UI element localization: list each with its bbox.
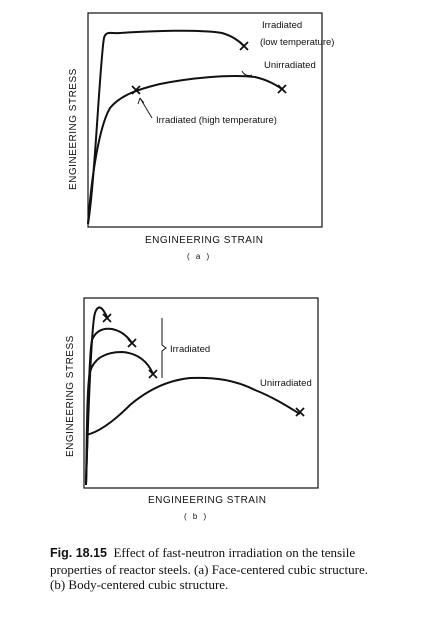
caption-text: Effect of fast-neutron irradiation on th… bbox=[50, 545, 368, 592]
xlabel-a: ENGINEERING STRAIN bbox=[145, 235, 263, 246]
curve-a-irradiated-low bbox=[87, 29, 245, 225]
fracture-marks-b bbox=[102, 313, 305, 417]
leader-a-arrowhead bbox=[137, 97, 145, 105]
fracture-mark-a-unirr bbox=[277, 84, 287, 94]
caption-number: Fig. 18.15 bbox=[50, 546, 107, 560]
sublabel-a: ( a ) bbox=[187, 252, 211, 261]
figure-caption: Fig. 18.15 Effect of fast-neutron irradi… bbox=[50, 545, 380, 593]
leader-a-unirradiated bbox=[241, 70, 253, 76]
fracture-mark-b-2 bbox=[127, 338, 137, 348]
curve-b-unirradiated bbox=[85, 376, 301, 436]
plot-frame-b bbox=[83, 297, 319, 489]
ylabel-a: ENGINEERING STRESS bbox=[68, 68, 79, 190]
figure-b: Irradiated Unirradiated ENGINEERING STRE… bbox=[65, 297, 319, 521]
curve-a-unirradiated bbox=[87, 75, 283, 225]
fracture-mark-b-3 bbox=[148, 369, 158, 379]
fracture-mark-b-unirr bbox=[295, 407, 305, 417]
fracture-marks-a bbox=[131, 41, 287, 95]
label-a-irradiated-low-2: (low temperature) bbox=[260, 37, 334, 48]
plot-frame-a bbox=[87, 12, 323, 228]
label-a-irradiated-low-1: Irradiated bbox=[262, 20, 302, 31]
xlabel-b: ENGINEERING STRAIN bbox=[148, 495, 266, 506]
ylabel-b: ENGINEERING STRESS bbox=[65, 335, 76, 457]
label-a-irradiated-high: Irradiated (high temperature) bbox=[156, 115, 277, 126]
figure-a: Irradiated (low temperature) Unirradiate… bbox=[68, 12, 334, 261]
fracture-mark-a-low bbox=[239, 41, 249, 51]
fracture-mark-a-high bbox=[131, 85, 141, 95]
label-b-irradiated: Irradiated bbox=[170, 344, 210, 355]
leader-a-high bbox=[139, 97, 153, 119]
brace-b-irradiated bbox=[161, 318, 167, 378]
fracture-mark-b-1 bbox=[102, 313, 112, 323]
sublabel-b: ( b ) bbox=[184, 512, 208, 521]
label-b-unirradiated: Unirradiated bbox=[260, 378, 312, 389]
figure-canvas: Irradiated (low temperature) Unirradiate… bbox=[65, 12, 334, 521]
curve-b-irradiated-3 bbox=[85, 350, 154, 486]
label-a-unirradiated: Unirradiated bbox=[264, 60, 316, 71]
